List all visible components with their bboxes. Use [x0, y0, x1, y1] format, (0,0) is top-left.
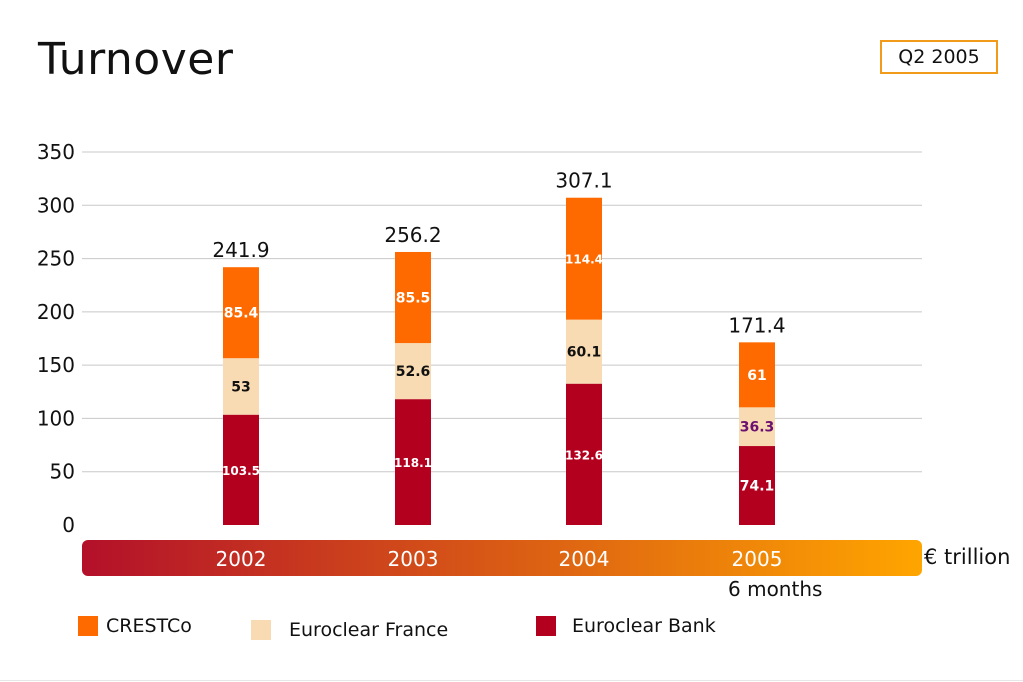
y-tick-label: 50: [50, 460, 75, 484]
total-label: 241.9: [212, 238, 269, 262]
data-label: 118.1: [394, 456, 432, 470]
data-label: 85.4: [224, 306, 259, 322]
legend-item-crestco: CRESTCo: [78, 612, 192, 640]
data-label: 103.5: [222, 464, 260, 478]
data-label: 85.5: [396, 291, 431, 307]
legend-swatch-crestco: [78, 616, 98, 636]
bar-euroclear-france: [223, 358, 259, 415]
bar-crestco: [739, 342, 775, 408]
data-label: 53: [231, 379, 250, 395]
y-tick-label: 150: [37, 353, 75, 377]
category-band: [82, 540, 922, 576]
divider: [0, 680, 1023, 681]
bar-euroclear-bank: [739, 446, 775, 525]
legend-swatch-euroclear-france: [251, 620, 271, 640]
x-tick-label: 2002: [216, 547, 267, 571]
data-label: 132.6: [565, 448, 603, 462]
bar-euroclear-bank: [566, 383, 602, 525]
data-label: 114.4: [565, 253, 603, 267]
bar-crestco: [566, 197, 602, 320]
x-tick-label: 2005: [732, 547, 783, 571]
legend-label-euroclear-france: Euroclear France: [289, 619, 449, 641]
legend-swatch-euroclear-bank: [536, 616, 556, 636]
y-tick-label: 350: [37, 140, 75, 164]
bar-euroclear-bank: [395, 399, 431, 525]
data-label: 52.6: [396, 364, 431, 380]
x-tick-label: 2003: [388, 547, 439, 571]
legend-item-euroclear-bank: Euroclear Bank: [536, 612, 716, 640]
bar-euroclear-france: [739, 407, 775, 447]
bar-euroclear-bank: [223, 414, 259, 525]
unit-label: € trillion: [924, 545, 1011, 569]
data-label: 61: [747, 368, 766, 384]
data-label: 36.3: [740, 420, 775, 436]
data-label: 74.1: [740, 479, 775, 495]
total-label: 307.1: [555, 169, 612, 193]
legend-label-euroclear-bank: Euroclear Bank: [572, 615, 716, 637]
x-tick-label: 2004: [559, 547, 610, 571]
bar-crestco: [395, 251, 431, 344]
period-note: 6 months: [728, 577, 823, 601]
bar-crestco: [223, 267, 259, 359]
y-tick-label: 0: [62, 513, 75, 537]
bar-euroclear-france: [395, 343, 431, 400]
y-tick-label: 250: [37, 247, 75, 271]
y-tick-label: 100: [37, 406, 75, 430]
total-label: 171.4: [728, 313, 785, 337]
period-badge: Q2 2005: [880, 40, 998, 74]
legend-item-euroclear-france: Euroclear France: [251, 616, 448, 644]
y-tick-label: 200: [37, 300, 75, 324]
data-label: 60.1: [567, 345, 602, 361]
page-title: Turnover: [38, 34, 234, 85]
bar-euroclear-france: [566, 319, 602, 384]
y-tick-label: 300: [37, 193, 75, 217]
legend-label-crestco: CRESTCo: [106, 615, 192, 637]
total-label: 256.2: [384, 223, 441, 247]
